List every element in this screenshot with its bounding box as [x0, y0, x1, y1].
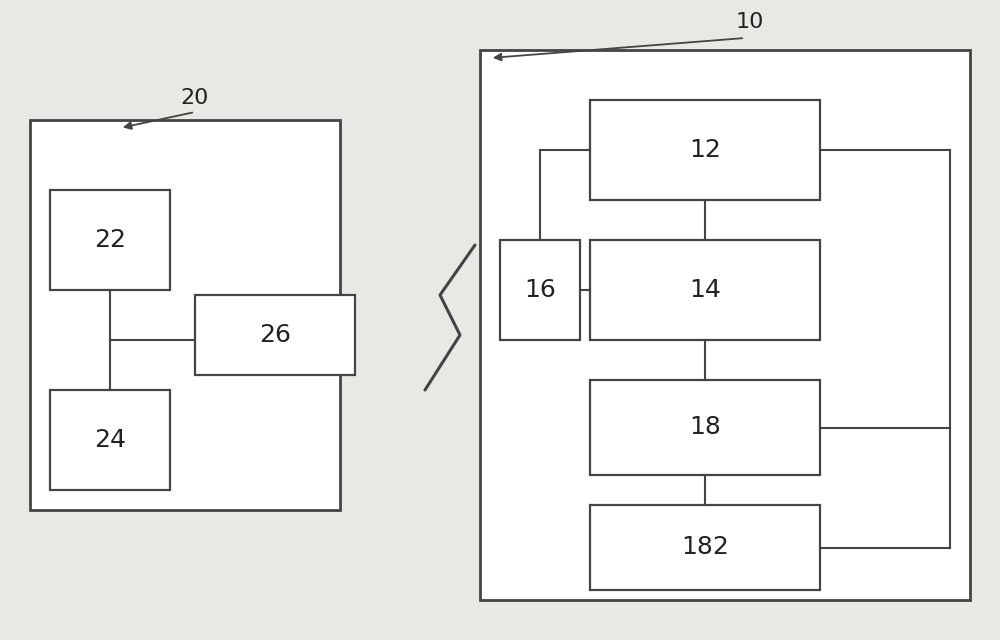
Bar	[50, 390, 170, 490]
Text: 26: 26	[259, 323, 291, 347]
Bar	[30, 120, 340, 510]
Text: 10: 10	[736, 12, 764, 32]
Text: 18: 18	[689, 415, 721, 440]
Text: 182: 182	[681, 536, 729, 559]
Bar	[590, 240, 820, 340]
Text: 22: 22	[94, 228, 126, 252]
Bar	[590, 505, 820, 590]
Bar	[590, 380, 820, 475]
Text: 14: 14	[689, 278, 721, 302]
Bar	[480, 50, 970, 600]
Bar	[500, 240, 580, 340]
Text: 12: 12	[689, 138, 721, 162]
Text: 16: 16	[524, 278, 556, 302]
Text: 24: 24	[94, 428, 126, 452]
Bar	[590, 100, 820, 200]
Bar	[195, 295, 355, 375]
Text: 20: 20	[181, 88, 209, 108]
Bar	[50, 190, 170, 290]
